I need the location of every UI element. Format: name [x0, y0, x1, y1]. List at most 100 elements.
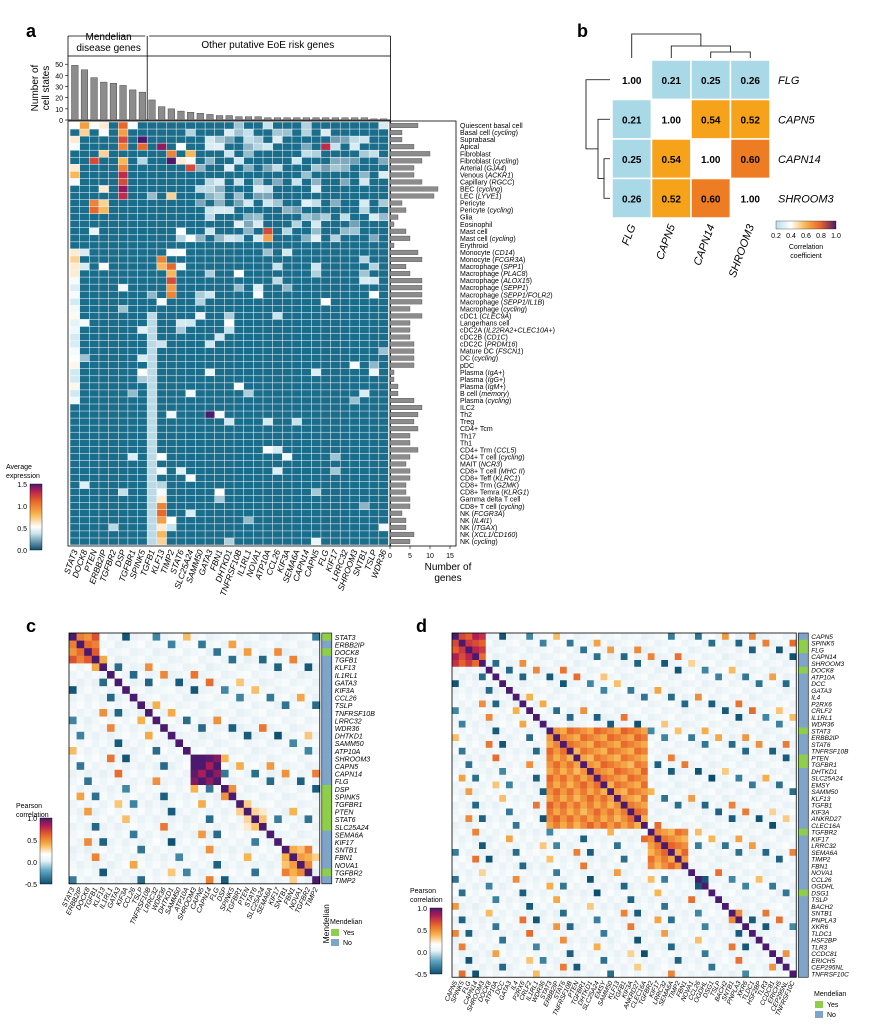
corr-cell: [297, 739, 305, 748]
corr-cell: [492, 808, 500, 816]
corr-cell: [654, 727, 662, 735]
corr-cell: [701, 720, 709, 728]
corr-cell: [512, 903, 520, 911]
corr-cell: [742, 815, 750, 823]
corr-cell: [526, 903, 534, 911]
corr-cell: [560, 822, 568, 830]
row-gene-label: IL4: [811, 695, 820, 702]
corr-cell: [526, 734, 534, 742]
corr-cell: [708, 862, 716, 870]
corr-cell: [243, 762, 252, 771]
corr-cell: [129, 739, 138, 748]
corr-cell: [715, 970, 723, 978]
corr-cell: [213, 701, 222, 710]
corr-cell: [465, 943, 473, 951]
corr-cell: [479, 687, 487, 695]
heat-cell: [311, 164, 321, 172]
corr-cell: [762, 639, 770, 647]
corr-cell: [776, 774, 784, 782]
corr-cell: [647, 727, 655, 735]
mendelian-cell: [798, 943, 809, 951]
corr-cell: [755, 869, 763, 877]
heat-cell: [156, 537, 167, 545]
heat-cell: [224, 136, 235, 144]
heat-cell: [272, 199, 283, 207]
corr-cell: [539, 801, 547, 809]
corr-cell: [499, 822, 507, 830]
corr-cell: [553, 909, 561, 917]
corr-cell: [782, 963, 790, 971]
corr-cell: [243, 678, 252, 687]
corr-cell: [735, 720, 743, 728]
corr-cell: [722, 761, 730, 769]
corr-cell: [167, 754, 176, 763]
corr-cell: [742, 741, 750, 749]
heat-cell: [156, 340, 167, 348]
corr-cell: [228, 792, 237, 801]
corr-cell: [526, 754, 534, 762]
corr-cell: [776, 734, 784, 742]
corr-cell: [512, 639, 520, 647]
corr-cell: [499, 896, 507, 904]
corr-cell: [749, 882, 757, 890]
mendelian-cell: [321, 640, 332, 649]
corr-cell: [479, 639, 487, 647]
corr-cell: [152, 671, 161, 679]
corr-cell: [458, 876, 466, 884]
corr-cell: [512, 923, 520, 931]
corr-cell: [312, 838, 321, 847]
mendelian-no-label: No: [343, 940, 352, 947]
corr-cell: [114, 724, 123, 733]
corr-cell: [205, 648, 214, 657]
corr-cell: [641, 774, 649, 782]
corr-cell: [304, 709, 313, 717]
corr-cell: [175, 709, 184, 717]
corr-cell: [228, 686, 237, 695]
corr-cell: [749, 808, 757, 816]
cell-state-label: NK (cycling): [460, 539, 498, 546]
dendrogram: [585, 79, 610, 150]
heat-cell: [70, 347, 80, 355]
corr-cell: [769, 754, 777, 762]
corr-cell: [701, 741, 709, 749]
corr-cell: [251, 693, 260, 702]
corr-cell: [695, 639, 703, 647]
corr-cell: [539, 774, 547, 782]
corr-cell: [304, 853, 313, 862]
corr-cell: [708, 828, 716, 836]
corr-cell: [641, 801, 649, 809]
corr-cell: [190, 724, 199, 733]
corr-cell: [627, 768, 635, 776]
corr-cell: [84, 830, 93, 839]
corr-cell: [129, 655, 138, 664]
corr-cell: [749, 761, 757, 769]
corr-cell: [654, 957, 662, 965]
heat-cell: [176, 319, 186, 327]
corr-cell: [782, 801, 790, 809]
corr-cell: [129, 792, 138, 801]
corr-cell: [304, 838, 313, 847]
corr-cell: [145, 815, 153, 824]
corr-cell: [512, 943, 520, 951]
corr-cell: [539, 909, 547, 917]
pearson-legend-tick: 1.0: [417, 906, 427, 913]
corr-cell: [259, 823, 267, 831]
corr-cell: [647, 680, 655, 688]
corr-cell: [221, 671, 229, 679]
heat-cell: [147, 418, 157, 426]
corr-cell: [674, 666, 682, 674]
corr-cell: [553, 660, 561, 668]
corr-cell: [566, 815, 574, 823]
corr-cell: [708, 646, 716, 654]
corr-cell: [492, 835, 500, 843]
corr-cell: [213, 800, 222, 809]
corr-cell: [607, 950, 615, 958]
corr-cell: [789, 855, 797, 863]
corr-cell: [641, 714, 649, 722]
corr-cell: [84, 868, 93, 877]
corr-cell: [587, 801, 595, 809]
corr-cell: [722, 869, 730, 877]
corr-cell: [674, 660, 682, 668]
corr-cell: [99, 747, 108, 755]
